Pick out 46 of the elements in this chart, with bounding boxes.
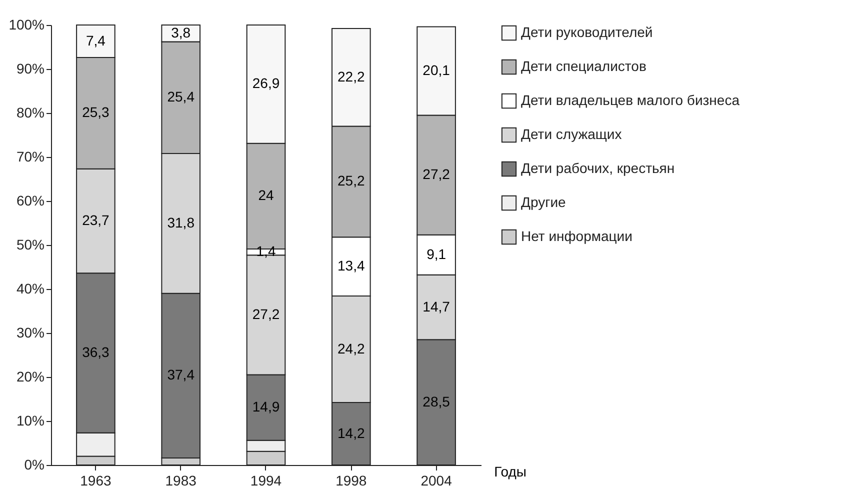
y-tick-label: 100%	[8, 16, 44, 32]
legend-label: Дети рабочих, крестьян	[521, 160, 675, 176]
legend-label: Дети специалистов	[521, 58, 646, 74]
data-label: 25,3	[82, 104, 110, 120]
y-tick-label: 10%	[16, 412, 44, 428]
y-tick-label: 20%	[16, 368, 44, 384]
legend-label: Другие	[521, 194, 566, 210]
x-axis-title: Годы	[494, 464, 526, 480]
x-tick-label: 1983	[165, 472, 197, 488]
y-tick-label: 40%	[16, 280, 44, 296]
y-tick-label: 60%	[16, 192, 44, 208]
y-tick-label: 30%	[16, 324, 44, 340]
y-tick-label: 90%	[16, 60, 44, 76]
data-label: 22,2	[338, 68, 365, 84]
data-label: 7,4	[86, 32, 106, 48]
data-label: 14,7	[422, 298, 450, 314]
data-label: 31,8	[167, 214, 195, 230]
legend-label: Нет информации	[521, 228, 632, 244]
legend-label: Дети владельцев малого бизнеса	[521, 92, 740, 108]
data-label: 24,2	[338, 340, 365, 356]
data-label: 13,4	[338, 258, 365, 274]
data-label: 26,9	[252, 75, 280, 92]
data-label: 14,2	[338, 424, 365, 441]
data-label: 3,8	[171, 24, 191, 40]
y-tick-label: 50%	[16, 236, 44, 252]
data-label: 25,4	[167, 88, 195, 105]
y-tick-label: 0%	[24, 456, 44, 472]
data-label: 20,1	[422, 62, 450, 78]
data-label: 23,7	[82, 212, 110, 228]
data-label: 9,1	[426, 246, 446, 262]
data-label: 28,5	[422, 393, 450, 410]
x-tick-label: 2004	[420, 472, 452, 488]
x-tick-label: 1963	[80, 472, 112, 488]
data-label: 25,2	[338, 172, 365, 189]
x-tick-label: 1998	[336, 472, 367, 488]
data-label: 36,3	[82, 344, 110, 360]
legend-label: Дети служащих	[521, 126, 622, 142]
y-tick-label: 70%	[16, 148, 44, 164]
data-label: 37,4	[167, 366, 195, 383]
legend-label: Дети руководителей	[521, 24, 653, 40]
y-tick-label: 80%	[16, 104, 44, 120]
x-tick-label: 1994	[250, 472, 282, 488]
data-label: 24	[258, 187, 274, 204]
data-label: 27,2	[252, 306, 280, 322]
data-label: 14,9	[252, 398, 280, 415]
data-label: 27,2	[422, 166, 450, 182]
